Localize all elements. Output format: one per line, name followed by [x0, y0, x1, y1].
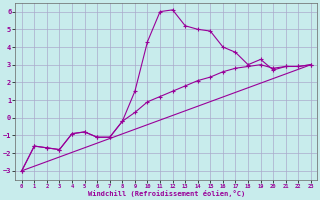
X-axis label: Windchill (Refroidissement éolien,°C): Windchill (Refroidissement éolien,°C) [88, 190, 245, 197]
